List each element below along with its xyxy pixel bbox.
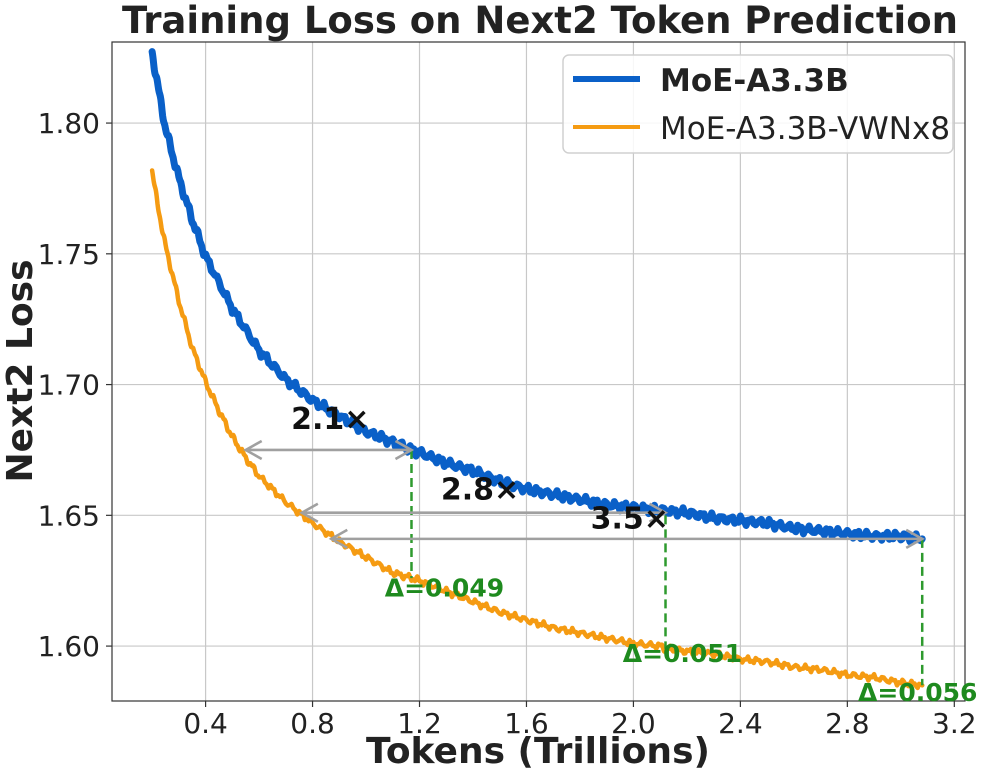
series-line-moe-a3-3b [148, 48, 926, 546]
x-tick-label: 1.6 [504, 707, 549, 740]
delta-label: Δ=0.049 [385, 573, 504, 602]
y-axis-label: Next2 Loss [0, 259, 41, 482]
legend-box [562, 54, 954, 154]
ratio-label: 2.1× [291, 402, 369, 437]
y-tick-label: 1.80 [38, 107, 100, 140]
ratio-arrow-head-right [394, 439, 415, 461]
x-axis-ticks: 0.4 0.8 1.2 1.6 2.0 2.4 2.8 3.2 [183, 701, 977, 740]
y-tick-label: 1.70 [38, 369, 100, 402]
x-tick-label: 2.0 [611, 707, 656, 740]
series-line-moe-a3-3b-vwnx8 [149, 168, 925, 691]
ratio-label: 2.8× [441, 473, 519, 508]
legend-label-moe-a3-3b: MoE-A3.3B [660, 63, 849, 99]
ratio-arrow-head-left [299, 502, 319, 523]
y-tick-label: 1.60 [38, 630, 100, 663]
x-tick-label: 2.8 [825, 707, 870, 740]
x-tick-label: 2.4 [718, 707, 763, 740]
plot-area-frame [111, 41, 966, 702]
legend: MoE-A3.3B MoE-A3.3B-VWNx8 [562, 54, 954, 154]
x-tick-label: 1.2 [397, 707, 442, 740]
chart-title: Training Loss on Next2 Token Prediction [122, 0, 958, 42]
annotation-layer: Δ=0.049 Δ=0.051 Δ=0.056 2.1× 2.8× 3.5× [243, 402, 977, 707]
ratio-arrow-head-right [648, 502, 669, 523]
series-layer [148, 48, 926, 691]
x-axis-label: Tokens (Trillions) [366, 731, 710, 772]
y-tick-label: 1.75 [38, 238, 100, 271]
delta-label: Δ=0.051 [623, 639, 742, 668]
ratio-arrow-head-right [905, 528, 925, 549]
ratio-arrow-head-left [243, 439, 263, 461]
ratio-arrow-head-left [328, 528, 348, 549]
y-axis-ticks: 1.60 1.65 1.70 1.75 1.80 [38, 107, 112, 663]
y-tick-label: 1.65 [38, 499, 100, 532]
delta-label: Δ=0.056 [858, 678, 977, 707]
x-tick-label: 0.8 [290, 707, 335, 740]
x-tick-label: 0.4 [183, 707, 228, 740]
x-tick-label: 3.2 [932, 707, 977, 740]
ratio-label: 3.5× [591, 501, 669, 536]
legend-label-moe-a3-3b-vwnx8: MoE-A3.3B-VWNx8 [660, 111, 950, 147]
